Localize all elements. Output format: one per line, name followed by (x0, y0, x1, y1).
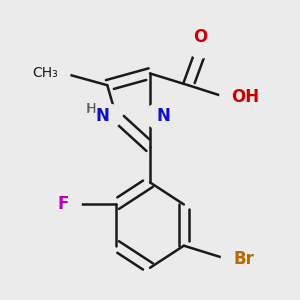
Text: OH: OH (232, 88, 260, 106)
Text: H: H (86, 102, 96, 116)
Circle shape (188, 34, 212, 58)
Text: N: N (96, 107, 110, 125)
Circle shape (221, 247, 245, 271)
Text: Br: Br (233, 250, 254, 268)
Text: H: H (87, 102, 96, 115)
Text: O: O (193, 28, 207, 46)
Circle shape (58, 193, 81, 216)
Text: CH₃: CH₃ (32, 66, 58, 80)
Text: F: F (58, 196, 69, 214)
Circle shape (46, 62, 70, 85)
Text: N: N (157, 107, 170, 125)
Circle shape (145, 104, 168, 128)
Circle shape (98, 104, 122, 128)
Circle shape (220, 85, 243, 109)
